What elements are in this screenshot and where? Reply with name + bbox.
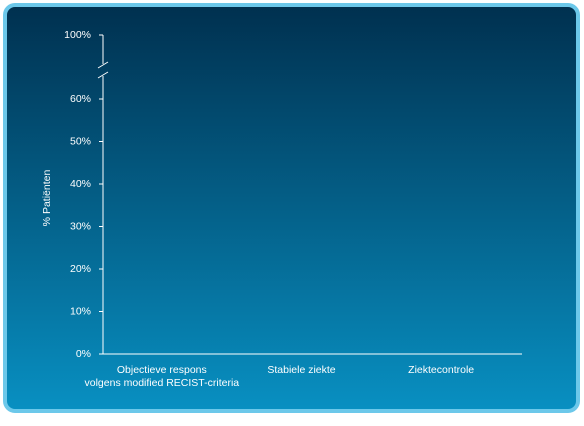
- y-tick-label: 30%: [70, 220, 91, 232]
- y-tick-label: 10%: [70, 305, 91, 317]
- x-tick-label: Stabiele ziekte: [267, 364, 336, 376]
- axis-break: [97, 61, 109, 69]
- y-tick-label: 100%: [64, 29, 91, 41]
- x-tick-label: Objectieve respons volgens modified RECI…: [84, 364, 240, 389]
- y-axis-label: % Patiënten: [41, 170, 53, 227]
- y-tick-label: 50%: [70, 135, 91, 147]
- frame: [3, 3, 580, 413]
- axis-break: [97, 71, 109, 79]
- y-tick-label: 0%: [76, 348, 91, 360]
- y-tick-label: 40%: [70, 178, 91, 190]
- x-tick-label: Ziektecontrole: [408, 364, 475, 376]
- y-tick-label: 60%: [70, 93, 91, 105]
- y-tick-label: 20%: [70, 263, 91, 275]
